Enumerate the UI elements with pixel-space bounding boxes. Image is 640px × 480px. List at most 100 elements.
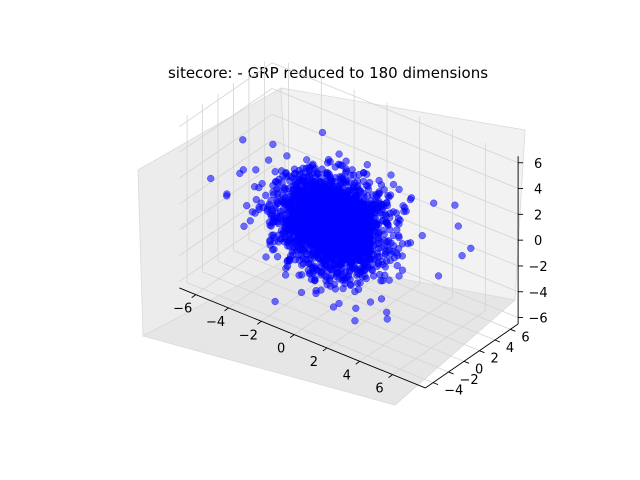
scatter-point xyxy=(297,288,306,297)
scatter-point xyxy=(264,202,272,211)
scatter-point xyxy=(337,175,345,183)
scatter-point xyxy=(284,239,292,247)
scatter-point xyxy=(383,238,391,246)
scatter-point xyxy=(401,204,409,212)
scatter-point xyxy=(282,271,290,279)
scatter-point xyxy=(351,206,359,214)
scatter-point xyxy=(390,254,399,262)
scatter-point xyxy=(323,172,332,180)
scatter-point xyxy=(323,267,331,275)
scatter-point xyxy=(335,150,343,158)
y-tick-label: −2 xyxy=(460,373,479,388)
x-tick-mark xyxy=(355,360,361,365)
scatter-point xyxy=(395,220,403,228)
x-tick-mark xyxy=(388,374,393,378)
scatter-point xyxy=(283,152,291,160)
scatter-point xyxy=(363,161,371,169)
scatter-point xyxy=(285,257,294,265)
z-tick-label: 0 xyxy=(534,234,542,249)
scatter-point xyxy=(364,233,373,241)
scatter-point xyxy=(363,170,371,178)
scatter-point xyxy=(297,236,305,244)
scatter-point xyxy=(329,202,338,210)
scatter-point xyxy=(339,185,347,194)
scatter-point xyxy=(326,248,334,256)
scatter-point xyxy=(358,273,366,281)
scatter-point xyxy=(398,266,407,274)
scatter-point xyxy=(395,233,403,242)
gridline-z-back xyxy=(271,139,519,241)
y-axis-line xyxy=(425,323,519,389)
x-tick-label: 0 xyxy=(277,342,285,357)
scatter-point xyxy=(290,243,298,251)
z-tick-label: 4 xyxy=(534,183,542,198)
scatter-point xyxy=(353,279,362,287)
scatter-point xyxy=(341,232,350,241)
y-tick-mark xyxy=(510,328,516,332)
z-tick-label: 2 xyxy=(534,208,542,223)
scatter-point xyxy=(321,238,329,246)
scatter-point xyxy=(284,218,292,227)
y-tick-label: −4 xyxy=(444,384,463,399)
scatter-point xyxy=(329,192,337,200)
scatter-point xyxy=(395,272,403,280)
scatter-point xyxy=(323,273,331,281)
scatter-point xyxy=(380,230,388,238)
scatter-point xyxy=(389,180,398,189)
scatter-point xyxy=(291,169,299,178)
x-tick-label: 6 xyxy=(375,382,383,397)
x-tick-label: 4 xyxy=(343,368,351,383)
scatter-point xyxy=(312,264,320,272)
scatter-point xyxy=(269,231,277,239)
gridline-z-back xyxy=(271,88,519,189)
scatter-point xyxy=(383,308,391,316)
z-tick-label: 6 xyxy=(534,157,542,172)
scatter-point xyxy=(325,258,334,266)
scatter-point xyxy=(291,256,300,264)
scatter-point xyxy=(333,217,342,225)
scatter-point xyxy=(269,140,277,149)
scatter-point xyxy=(374,197,382,205)
gridline-z-back xyxy=(271,113,519,215)
scatter-point xyxy=(381,271,389,279)
scatter-point xyxy=(383,257,391,265)
scatter-point xyxy=(372,209,380,217)
scatter-point xyxy=(262,191,270,199)
scatter-point xyxy=(348,249,356,258)
scatter-point xyxy=(325,208,333,217)
scatter-point xyxy=(347,281,355,290)
scatter-point xyxy=(387,171,395,179)
gridline-x-floor xyxy=(326,283,420,349)
scatter-point xyxy=(430,199,438,207)
scatter-point xyxy=(285,191,293,199)
scatter-point xyxy=(375,190,383,198)
scatter-point xyxy=(347,179,355,187)
scatter-point xyxy=(317,286,325,294)
scatter-point xyxy=(316,195,324,203)
scatter-point xyxy=(304,188,312,196)
scatter-point xyxy=(434,272,443,280)
scatter-point xyxy=(355,285,363,294)
scatter-point xyxy=(370,272,378,280)
scatter-point xyxy=(348,243,356,251)
scatter-point xyxy=(320,183,329,191)
scatter-point xyxy=(346,262,355,270)
scatter-point xyxy=(319,256,327,264)
scatter-point xyxy=(345,212,353,220)
scatter-point xyxy=(366,298,375,306)
scatter-point xyxy=(368,218,376,227)
scatter-point xyxy=(352,304,360,312)
y-tick-mark xyxy=(448,371,454,375)
x-tick-label: −6 xyxy=(173,302,192,317)
gridline-x-floor xyxy=(392,310,486,375)
x-tick-label: −2 xyxy=(239,328,258,343)
scatter-point xyxy=(269,246,277,254)
scatter-point xyxy=(275,175,283,183)
scatter-point xyxy=(382,247,390,255)
scatter-point xyxy=(246,217,254,225)
scatter-point xyxy=(318,128,327,137)
scatter-point xyxy=(342,165,350,173)
x-tick-mark xyxy=(257,320,262,325)
scatter-point xyxy=(351,317,359,325)
